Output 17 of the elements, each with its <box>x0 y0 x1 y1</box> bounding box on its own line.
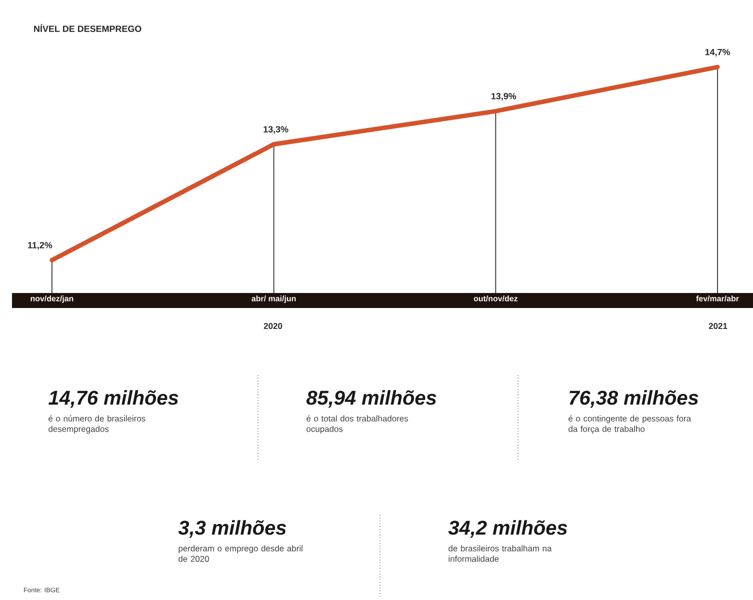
text: perderam o emprego desde abril de 2020 <box>178 545 302 562</box>
chart-title: NÍVEL DE DESEMPREGO <box>34 24 142 32</box>
text: 3,3 milhões <box>178 520 286 538</box>
text: 76,38 milhões <box>570 390 698 408</box>
text: 85,94 milhões <box>306 390 436 408</box>
text: 2020 <box>264 322 282 329</box>
text: 2021 <box>708 322 728 329</box>
data-label: 13,3% <box>264 126 288 134</box>
text: é o contingente de pessoas fora da força de trabalho <box>568 415 692 434</box>
text: 34,2 milhões <box>448 520 568 538</box>
text: é o número de brasileiros desempregados <box>48 415 146 434</box>
data-label: 11,2% <box>28 242 52 250</box>
data-label: 14,7% <box>705 48 730 57</box>
text: 14,76 milhões <box>48 390 178 408</box>
text: de brasileiros trabalham na informalidade <box>448 545 552 562</box>
data-label: 13,9% <box>492 92 516 101</box>
text: é o total dos trabalhadores ocupados <box>306 415 408 434</box>
